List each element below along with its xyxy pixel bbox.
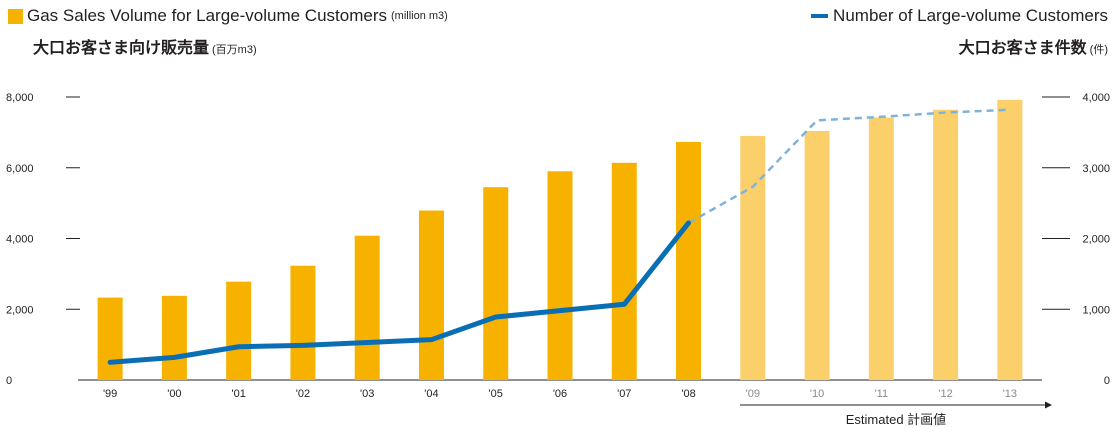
left-tick-label: 0 — [6, 375, 12, 387]
x-tick-label: '06 — [553, 388, 567, 400]
legend-bars-unit: (million m3) — [391, 10, 448, 22]
x-tick-label: '01 — [231, 388, 245, 400]
bar — [997, 99, 1023, 380]
bar — [354, 235, 380, 380]
estimated-annotation: Estimated 計画値 — [739, 401, 1052, 427]
right-tick-label: 1,000 — [1082, 304, 1110, 316]
right-tick-label: 4,000 — [1082, 92, 1110, 104]
x-tick-label: '05 — [489, 388, 503, 400]
x-tick-label: '03 — [360, 388, 374, 400]
right-tick-label: 0 — [1104, 375, 1110, 387]
legend-bars-label-ja: 大口お客さま向け販売量 — [33, 40, 210, 57]
x-tick-label: '02 — [296, 388, 310, 400]
lines-group — [107, 108, 1010, 365]
legend-line-unit-ja: (件) — [1089, 44, 1108, 56]
x-tick-label: '10 — [810, 388, 824, 400]
x-tick-label: '12 — [938, 388, 952, 400]
left-tick-label: 4,000 — [6, 234, 34, 246]
left-tick-label: 8,000 — [6, 92, 34, 104]
labels-group: 0 2,000 4,000 6,000 8,000 0 1,000 2,000 3,000 4,0… — [6, 92, 1110, 400]
x-tick-label: '13 — [1003, 388, 1017, 400]
x-tick-label: '08 — [681, 388, 695, 400]
bar — [226, 281, 252, 380]
bar — [933, 109, 959, 381]
legend-bars-unit-ja: (百万m3) — [212, 44, 257, 56]
bar-swatch — [8, 8, 23, 24]
left-tick-label: 6,000 — [6, 163, 34, 175]
line-swatch — [811, 14, 829, 18]
bar — [804, 130, 830, 380]
x-tick-label: '11 — [875, 388, 889, 400]
legend-line-label-ja: 大口お客さま件数 — [958, 40, 1087, 57]
bar — [547, 171, 573, 380]
estimated-arrow-head — [1045, 401, 1052, 409]
actual-line — [107, 220, 692, 365]
x-tick-label: '99 — [103, 388, 117, 400]
bars-group — [97, 99, 1023, 381]
bar — [611, 162, 637, 380]
bar — [418, 210, 444, 380]
bar — [868, 117, 894, 380]
bar — [483, 187, 509, 380]
legend-line-label: Number of Large-volume Customers — [833, 6, 1108, 25]
x-tick-label: '09 — [746, 388, 760, 400]
bar — [676, 141, 702, 380]
left-tick-label: 2,000 — [6, 304, 34, 316]
legend-bars: Gas Sales Volume for Large-volume Custom… — [8, 6, 448, 58]
bar — [290, 265, 316, 380]
x-tick-label: '07 — [617, 388, 631, 400]
legend-bars-label: Gas Sales Volume for Large-volume Custom… — [27, 6, 387, 25]
right-tick-label: 2,000 — [1082, 234, 1110, 246]
x-tick-label: '00 — [167, 388, 181, 400]
bar — [97, 297, 123, 380]
estimated-line — [687, 108, 1010, 225]
bar — [161, 295, 187, 380]
bar — [740, 135, 766, 380]
estimated-label: Estimated 計画値 — [846, 412, 946, 427]
x-tick-label: '04 — [424, 388, 438, 400]
legend-line: Number of Large-volume Customers 大口お客さま件… — [811, 6, 1108, 58]
right-tick-label: 3,000 — [1082, 163, 1110, 175]
